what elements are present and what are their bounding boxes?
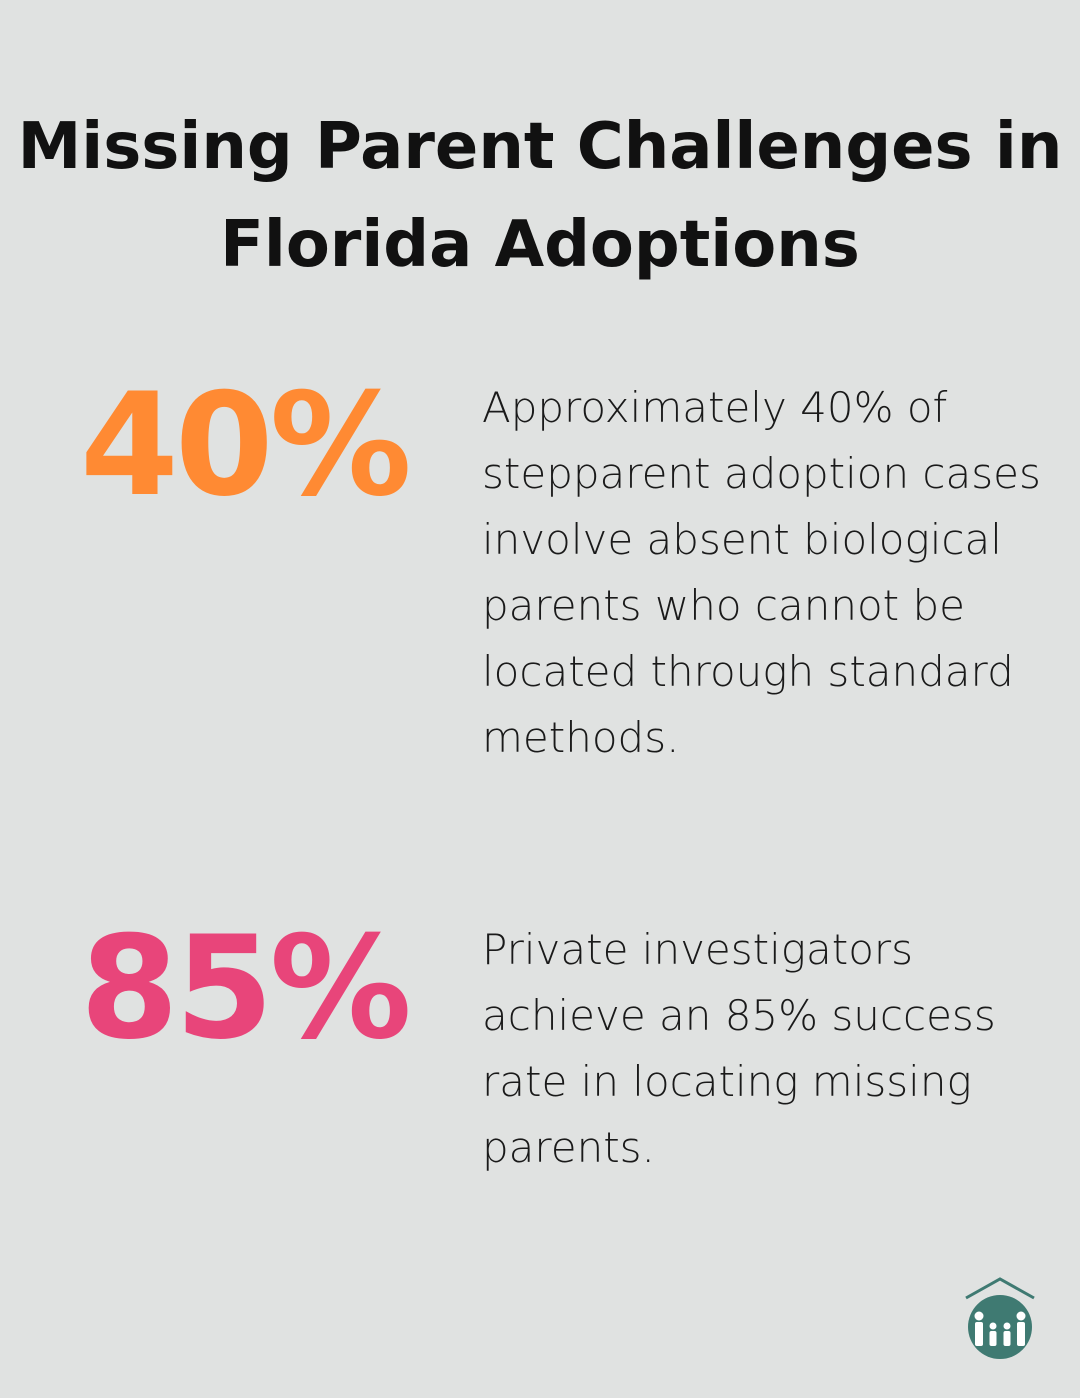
family-house-logo-icon [965, 1277, 1035, 1359]
stat-value-40: 40% [80, 363, 412, 528]
page-title: Missing Parent Challenges in Florida Ado… [17, 110, 1063, 282]
stat-description-85: Private investigators achieve an 85% suc… [482, 925, 996, 1172]
stat-description-40: Approximately 40% of stepparent adoption… [482, 383, 1041, 762]
stat-value-85: 85% [80, 906, 412, 1071]
